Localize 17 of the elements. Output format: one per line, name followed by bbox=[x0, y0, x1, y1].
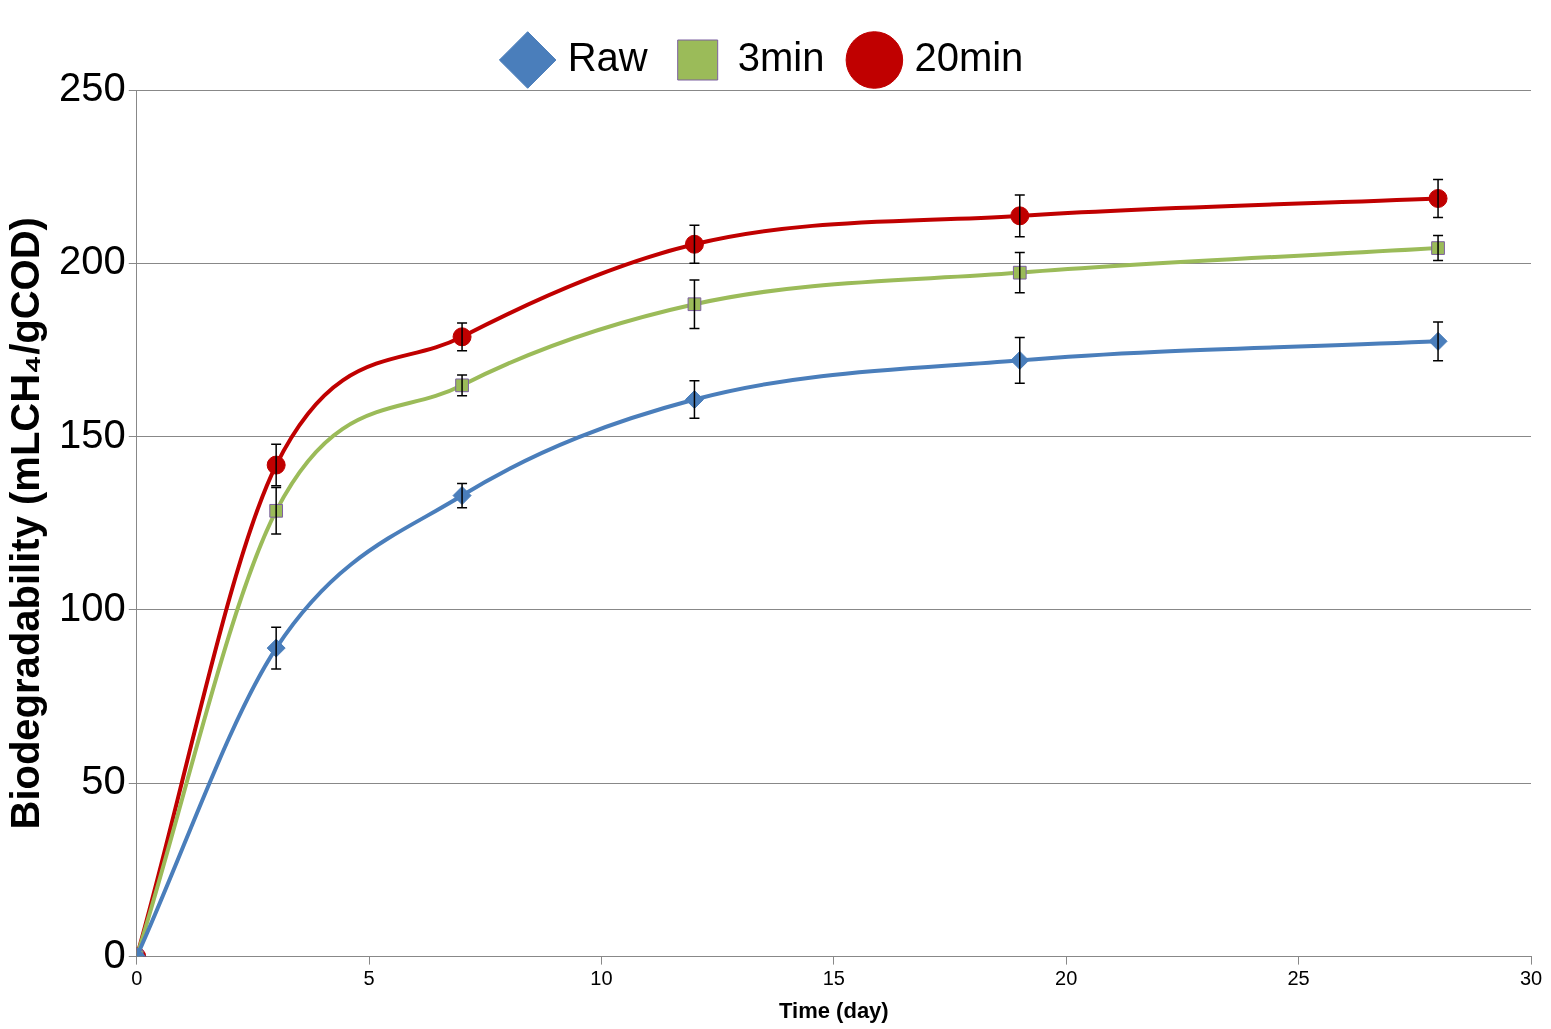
x-tick-label: 25 bbox=[1287, 967, 1310, 990]
y-tick-label: 150 bbox=[58, 411, 126, 456]
y-tick-label: 200 bbox=[58, 238, 126, 283]
x-tick-label: 20 bbox=[1055, 967, 1078, 990]
y-tick-label: 250 bbox=[58, 65, 126, 110]
x-axis-title: Time (day) bbox=[779, 997, 889, 1023]
y-tick-label: 50 bbox=[81, 758, 126, 803]
x-tick-label: 15 bbox=[822, 967, 845, 990]
x-tick-label: 5 bbox=[363, 967, 375, 990]
legend-label: 20min bbox=[914, 35, 1024, 80]
y-tick-label: 100 bbox=[58, 584, 126, 629]
x-tick-label: 10 bbox=[590, 967, 613, 990]
x-tick-label: 0 bbox=[131, 967, 143, 990]
x-tick-label: 30 bbox=[1519, 967, 1543, 990]
y-axis-title: Biodegradability (mLCH₄/gCOD) bbox=[3, 217, 48, 830]
legend-label: 3min bbox=[737, 35, 825, 80]
legend-label: Raw bbox=[567, 35, 648, 80]
